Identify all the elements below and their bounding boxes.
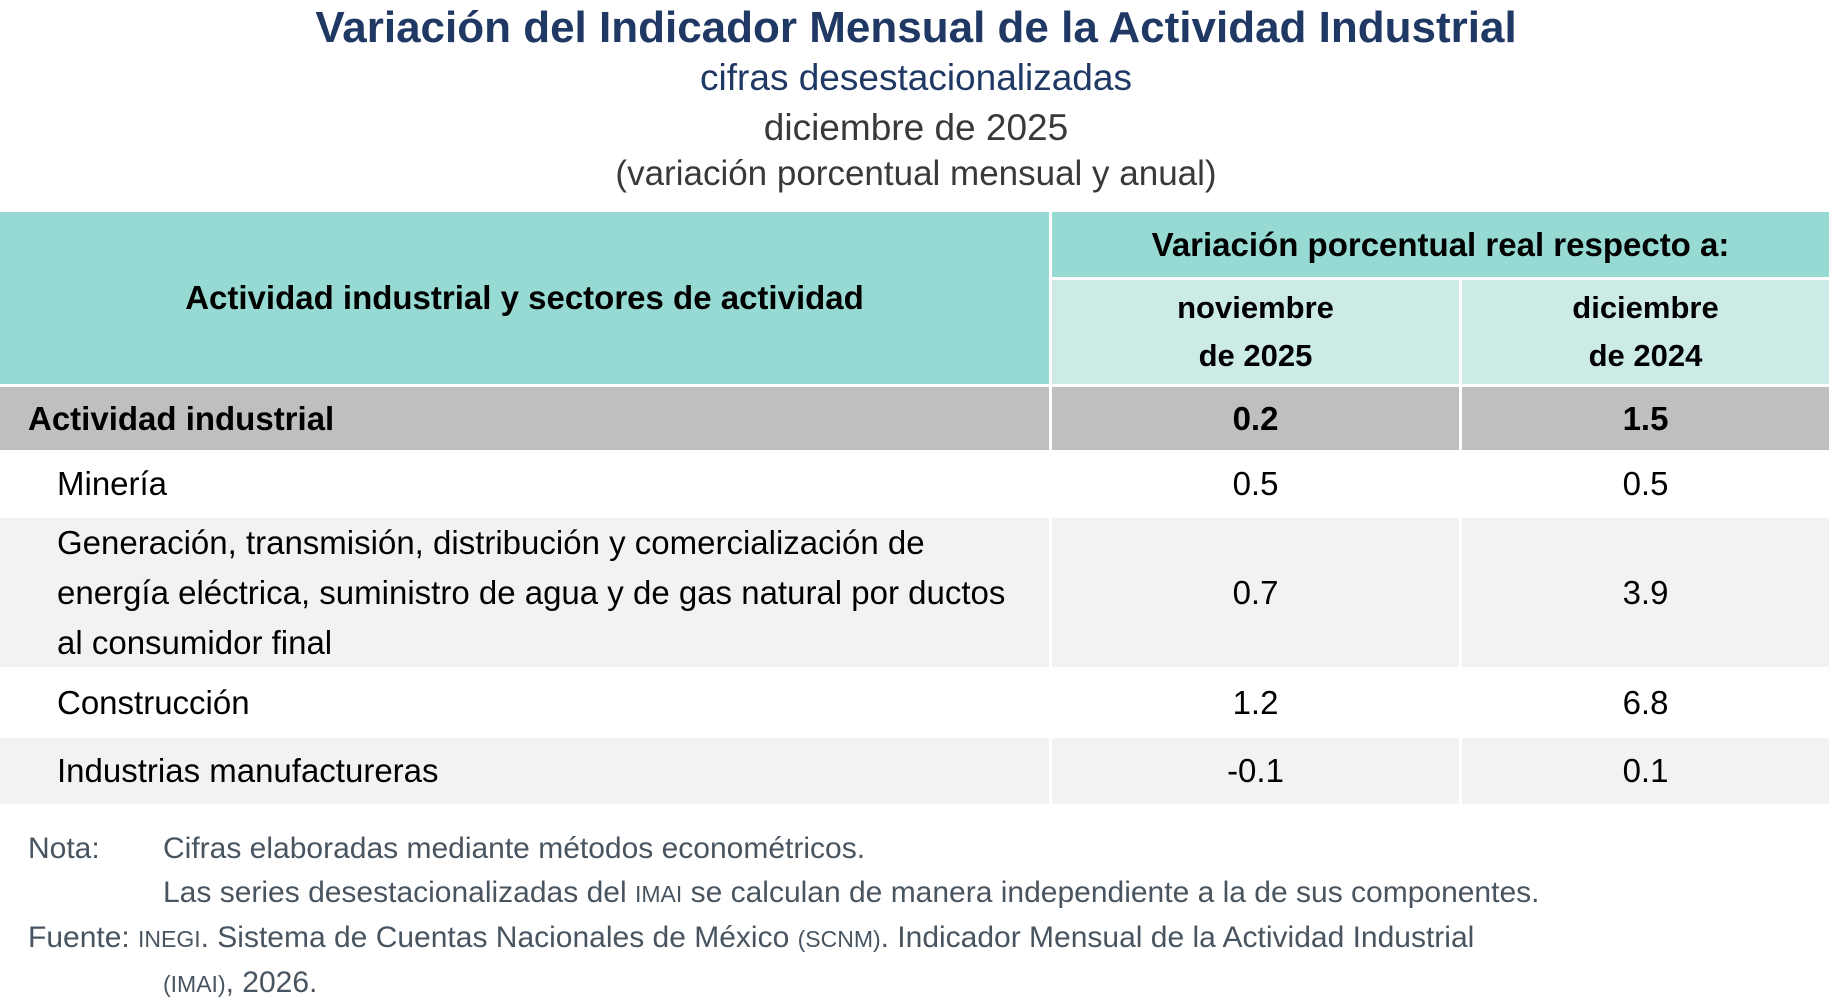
value-mineria-anual: 0.5 <box>1462 453 1829 515</box>
note-label: Nota: <box>28 832 100 865</box>
value-construccion-mensual: 1.2 <box>1052 670 1459 735</box>
value-mineria-mensual: 0.5 <box>1052 453 1459 515</box>
source-line-1: Fuente: INEGI. Sistema de Cuentas Naciona… <box>28 916 1832 961</box>
page-title: Variación del Indicador Mensual de la Ac… <box>315 3 1517 52</box>
row-label-actividad-industrial: Actividad industrial <box>0 387 1049 450</box>
row-label-industrias-manufactureras: Industrias manufactureras <box>0 738 1049 804</box>
row-label-construccion: Construcción <box>0 670 1049 735</box>
group-header-label: Variación porcentual real respecto a: <box>1151 225 1730 263</box>
note-text-1: Cifras elaboradas mediante métodos econo… <box>163 832 866 865</box>
value-generacion-energia-anual: 3.9 <box>1462 518 1829 667</box>
stub-header-label: Actividad industrial y sectores de activ… <box>185 279 864 316</box>
group-header: Variación porcentual real respecto a: <box>1052 212 1829 277</box>
source-label: Fuente: <box>28 921 130 954</box>
source-line-2: (IMAI), 2026. <box>163 966 318 999</box>
col-header-diciembre-2024: diciembre de 2024 <box>1462 280 1829 384</box>
row-label-generacion-energia: Generación, transmisión, distribución y … <box>0 518 1049 667</box>
col-header-year: de 2024 <box>1588 338 1703 373</box>
measure-caption: (variación porcentual mensual y anual) <box>615 154 1217 193</box>
page-subtitle: cifras desestacionalizadas <box>700 57 1132 98</box>
col-header-noviembre-2025: noviembre de 2025 <box>1052 280 1459 384</box>
note-line-2: Las series desestacionalizadas del IMAI … <box>163 876 1540 909</box>
value-construccion-anual: 6.8 <box>1462 670 1829 735</box>
note-line-1: Nota: Cifras elaboradas mediante métodos … <box>28 827 1832 871</box>
col-header-year: de 2025 <box>1198 338 1313 373</box>
stub-header: Actividad industrial y sectores de activ… <box>0 212 1049 384</box>
row-label-mineria: Minería <box>0 453 1049 515</box>
value-actividad-industrial-mensual: 0.2 <box>1052 387 1459 450</box>
col-header-month: diciembre <box>1572 290 1719 325</box>
value-actividad-industrial-anual: 1.5 <box>1462 387 1829 450</box>
reference-period: diciembre de 2025 <box>763 107 1069 148</box>
value-industrias-manufactureras-mensual: -0.1 <box>1052 738 1459 804</box>
footnotes: Nota: Cifras elaboradas mediante métodos … <box>28 827 1832 1006</box>
imai-variation-table: Actividad industrial y sectores de activ… <box>0 212 1832 804</box>
value-industrias-manufactureras-anual: 0.1 <box>1462 738 1829 804</box>
value-generacion-energia-mensual: 0.7 <box>1052 518 1459 667</box>
col-header-month: noviembre <box>1177 290 1334 325</box>
source-text-1: INEGI. Sistema de Cuentas Nacionales de … <box>138 921 1475 954</box>
